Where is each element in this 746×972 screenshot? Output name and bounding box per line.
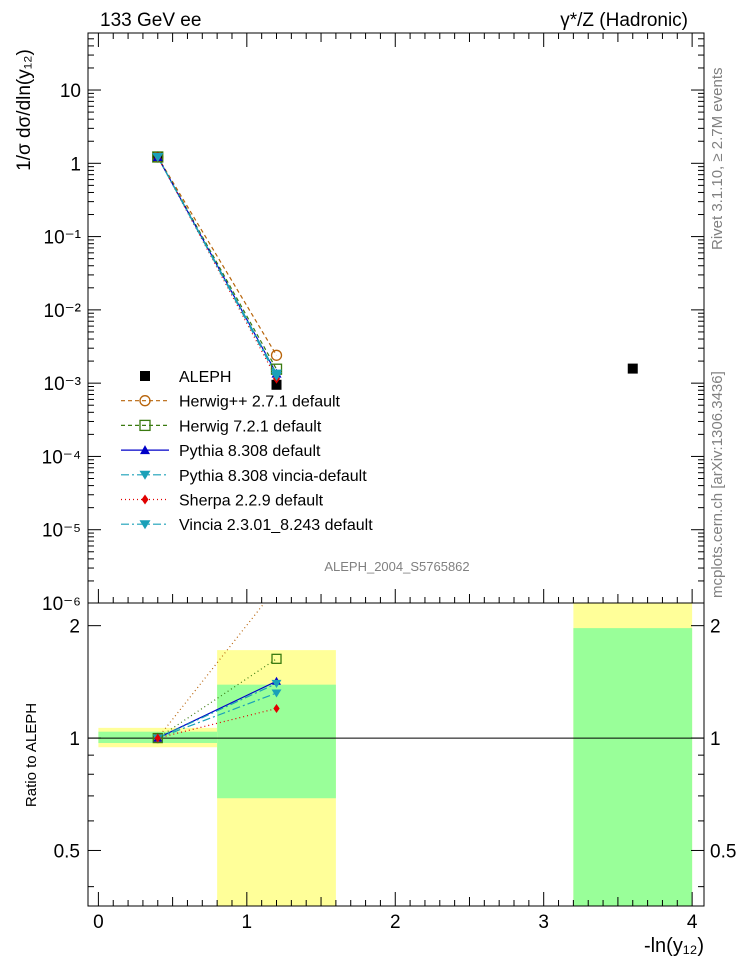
ratio-ytick-label-left-2: 2 [69,617,80,638]
ratio-point-sherpa-1 [273,703,280,713]
ratio-line-vincia [157,692,277,739]
ratio-ytick-label-left-0: 0.5 [54,841,80,862]
main-point-data-1 [271,379,282,390]
main-line-vincia [157,156,278,377]
main-ytick-label-6: 1 [70,154,81,175]
ratio-ytick-label-left-1: 1 [69,729,80,750]
main-point-data-2 [627,363,638,374]
main-ytick-label-5: 10⁻¹ [44,228,82,249]
legend-label-data: ALEPH [179,369,231,386]
ratio-point-sherpa-0 [154,733,161,743]
main-ytick-label-0: 10⁻⁶ [42,594,81,615]
legend-marker-vincia [139,520,151,530]
analysis-watermark: ALEPH_2004_S5765862 [324,559,469,574]
ratio-point-vincia-1 [271,689,282,698]
main-point-vincia-1 [271,372,283,382]
x-tick-label-2: 2 [390,912,401,933]
main-ytick-label-3: 10⁻³ [44,374,82,395]
main-line-herwig7 [157,156,278,370]
ratio-ytick-label-right-1: 1 [710,729,721,750]
main-ytick-label-4: 10⁻² [44,301,82,322]
main-point-vincia-0 [152,152,164,162]
x-tick-label-1: 1 [242,912,253,933]
ratio-frame [87,602,705,907]
ratio-uncertainty-bands [98,603,693,906]
x-tick-label-4: 4 [687,912,698,933]
x-tick-label-0: 0 [93,912,104,933]
main-plot: 10⁻⁶ 10⁻⁵ 10⁻⁴ 10⁻³ 10⁻² 10⁻¹ 1 10 [42,32,705,615]
ratio-line-sherpa [157,707,277,739]
header-right-label: γ*/Z (Hadronic) [560,10,688,31]
x-tick-label-3: 3 [538,912,549,933]
mcplots-label: mcplots.cern.ch [arXiv:1306.3436] [709,371,726,598]
legend-marker-herwig7 [139,419,151,432]
header-left-label: 133 GeV ee [100,10,201,31]
main-ytick-label-1: 10⁻⁵ [42,521,81,542]
x-axis-label: -ln(y₁₂) [644,935,704,957]
legend-marker-pythia_vincia [139,470,151,480]
main-line-herwigpp [157,156,278,356]
ratio-ytick-label-right-2: 2 [710,617,721,638]
main-point-herwigpp-1 [270,349,283,361]
legend-label-pythia_vincia: Pythia 8.308 vincia-default [179,468,367,485]
legend-label-herwigpp: Herwig++ 2.7.1 default [179,394,341,411]
ratio-point-pythia_vincia-1 [271,679,282,689]
legend-label-pythia: Pythia 8.308 default [179,443,321,460]
ratio-line-pythia_vincia [157,682,277,739]
legend-marker-herwigpp [139,395,151,407]
legend-marker-data [140,371,150,381]
band-inner-2 [573,628,693,906]
ratio-point-herwig7-1 [271,653,282,664]
ratio-plot: 0 1 2 3 4 0.5 0.5 1 1 2 2 [54,602,736,933]
legend-marker-pythia [140,445,150,455]
legend-marker-sherpa [141,494,149,505]
main-ytick-label-7: 10 [60,81,81,102]
main-ytick-label-2: 10⁻⁴ [42,447,81,468]
band-inner-1 [217,684,336,799]
rivet-version-label: Rivet 3.1.10, ≥ 2.7M events [709,68,726,251]
legend-label-sherpa: Sherpa 2.2.9 default [179,493,324,510]
legend-label-vincia: Vincia 2.3.01_8.243 default [179,517,373,534]
main-y-axis-label: 1/σ dσ/dln(y₁₂) [14,49,35,171]
legend: ALEPH Herwig++ 2.7.1 default Herwig 7.2.1 … [121,369,373,534]
ratio-ytick-label-right-0: 0.5 [710,841,736,862]
legend-label-herwig7: Herwig 7.2.1 default [179,418,322,435]
ratio-y-axis-label: Ratio to ALEPH [23,703,40,807]
